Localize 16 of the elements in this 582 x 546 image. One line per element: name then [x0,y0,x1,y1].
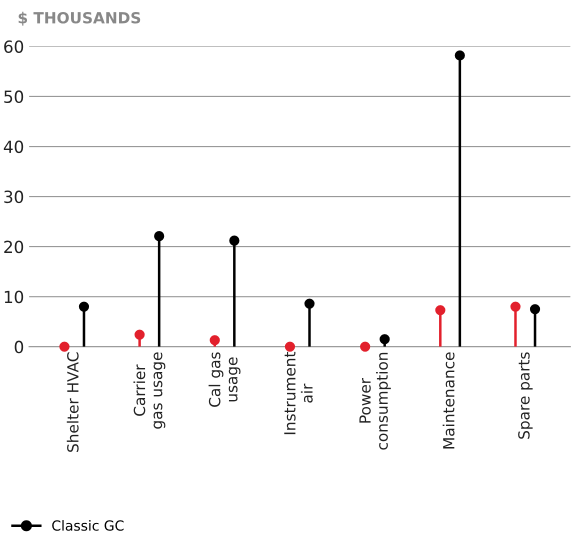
y-axis-title: $ THOUSANDS [18,12,140,26]
x-tick-label: Carrier gas usage [133,352,166,429]
y-tick-label: 50 [4,90,24,104]
y-tick-label: 60 [4,40,24,53]
legend-label: Classic GC [52,520,124,531]
x-tick-label: Shelter HVAC [66,352,79,452]
x-tick-label: Spare parts [518,352,533,439]
x-tick-label: Cal gas usage [208,352,240,407]
x-tick-label: Instrument air [284,352,313,434]
x-tick-label: Maintenance [442,352,455,448]
y-tick-label: 20 [4,240,24,254]
x-tick-label: Power consumption [359,352,391,450]
y-tick-label: 10 [4,290,24,304]
y-tick-label: 40 [4,140,24,154]
y-tick-label: 0 [14,340,24,354]
y-tick-label: 30 [4,190,24,204]
